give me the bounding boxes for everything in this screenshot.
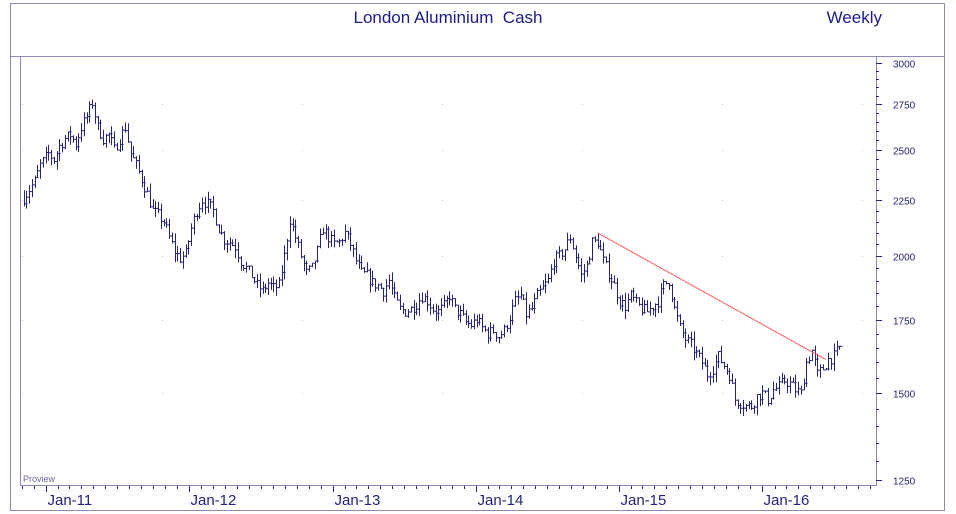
watermark: Proview	[23, 474, 56, 484]
y-tick-label: 3000	[893, 60, 916, 71]
x-tick-label: Jan-11	[48, 492, 93, 509]
x-tick-label: Jan-16	[764, 492, 810, 509]
y-tick-label: 2250	[893, 197, 916, 208]
y-tick-label: 2750	[893, 101, 916, 112]
x-axis: Jan-11 Jan-12 Jan-13 Jan-14 Jan-15 Jan-16	[22, 486, 871, 509]
chart-title: London Aluminium Cash	[353, 8, 542, 27]
x-tick-label: Jan-13	[335, 492, 381, 509]
x-tick-label: Jan-12	[191, 492, 237, 509]
x-tick-label: Jan-15	[621, 492, 667, 509]
y-tick-label: 1750	[893, 317, 916, 328]
y-tick-label: 1500	[893, 390, 916, 401]
plot-area	[20, 56, 877, 486]
grid	[22, 104, 876, 394]
period-label: Weekly	[827, 8, 883, 27]
x-tick-label: Jan-14	[478, 492, 524, 509]
y-tick-label: 1250	[893, 477, 916, 488]
chart-border	[10, 3, 945, 511]
y-tick-label: 2000	[893, 253, 916, 264]
trendline-layer	[597, 232, 826, 360]
price-bars	[24, 99, 843, 416]
trendline	[597, 232, 826, 360]
y-tick-label: 2500	[893, 147, 916, 158]
y-axis: 3000 2750 2500 2250 2000 1750 1500 1250	[876, 60, 916, 488]
